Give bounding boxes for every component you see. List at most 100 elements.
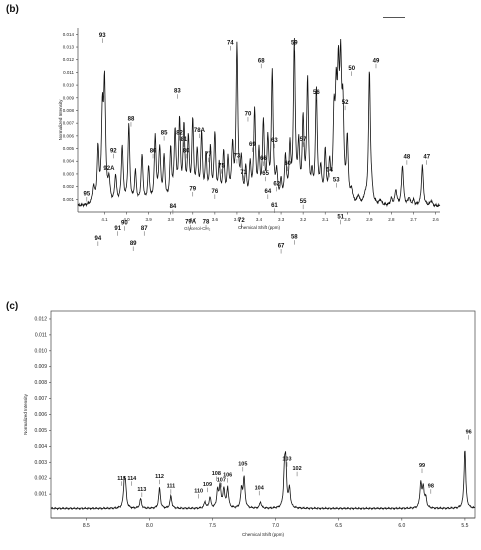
- peak-label: 73: [234, 153, 241, 159]
- x-tick-label: 6.5: [335, 523, 342, 529]
- x-tick-label: 3.8: [168, 217, 175, 222]
- x-tick-label: 3.2: [300, 217, 307, 222]
- x-tick-label: 2.6: [432, 217, 439, 222]
- x-tick-label: 3.4: [256, 217, 263, 222]
- peak-label: 93: [99, 33, 106, 39]
- spectrum-trace: [77, 37, 441, 208]
- peak-label: 78: [203, 219, 210, 225]
- peak-label: 56: [313, 90, 320, 96]
- peak-label: 49: [373, 58, 380, 64]
- peak-label: 110: [194, 489, 203, 495]
- peak-label: 55: [300, 199, 307, 205]
- peak-label: 80: [183, 148, 190, 154]
- peak-label: 84: [170, 204, 177, 210]
- peak-label: 95: [83, 192, 90, 198]
- peak-label: 67: [278, 244, 285, 250]
- y-tick-label: 0.001: [63, 197, 75, 202]
- peak-label: 113: [137, 487, 146, 493]
- peak-label: 98: [428, 484, 434, 490]
- y-tick-label: 0.006: [34, 412, 47, 418]
- x-tick-label: 3.0: [344, 217, 351, 222]
- x-tick-label: 7.5: [209, 523, 216, 529]
- y-axis-title: Normalized Intensity: [23, 393, 28, 435]
- y-tick-label: 0.001: [34, 492, 47, 498]
- peak-label: 85: [161, 131, 168, 137]
- peak-label: 54: [326, 167, 333, 173]
- x-tick-label: 4.1: [101, 217, 108, 222]
- peak-label: 91: [114, 226, 121, 232]
- y-tick-label: 0.003: [63, 171, 75, 176]
- peak-label: 65: [262, 171, 269, 177]
- y-tick-label: 0.004: [34, 444, 47, 450]
- peak-label: 72: [238, 218, 245, 224]
- scale-bar: [383, 17, 405, 18]
- y-tick-label: 0.010: [34, 348, 47, 354]
- peak-label: 109: [203, 482, 212, 488]
- peak-label: 92A: [103, 166, 115, 172]
- y-tick-label: 0.007: [34, 396, 47, 402]
- peak-label: 62: [273, 181, 280, 187]
- peak-label: 81: [181, 137, 188, 143]
- peak-label: 111: [167, 484, 176, 490]
- x-tick-label: 3.1: [322, 217, 329, 222]
- peak-label: 76: [212, 189, 219, 195]
- peak-label: 86: [150, 148, 157, 154]
- y-tick-label: 0.013: [63, 45, 75, 50]
- peak-label: 66: [260, 156, 267, 162]
- peak-label: 51: [337, 214, 344, 220]
- peak-label: 79A: [185, 219, 197, 225]
- y-tick-label: 0.004: [63, 159, 75, 164]
- y-tick-label: 0.008: [63, 108, 75, 113]
- peak-label: 69: [249, 142, 256, 148]
- chart-panel-c: (c) 0.001 0.002 0.003 0.004 0.005 0.006 0.007 0…: [0, 295, 481, 550]
- peak-label: 63: [271, 138, 278, 144]
- y-tick-label: 0.002: [63, 184, 75, 189]
- x-tick-label: 3.7: [190, 217, 197, 222]
- peak-label: 74: [227, 40, 234, 46]
- peak-label: 115: [117, 476, 126, 482]
- y-tick-label: 0.003: [34, 460, 47, 466]
- y-tick-label: 0.005: [34, 428, 47, 434]
- x-axis-title: Chemical Shift (ppm): [238, 225, 281, 230]
- y-tick-label: 0.005: [63, 146, 75, 151]
- x-tick-label: 8.5: [83, 523, 90, 529]
- y-tick-label: 0.006: [63, 133, 75, 138]
- peak-label: 90: [121, 221, 128, 227]
- peak-label: 47: [423, 155, 430, 161]
- x-tick-label: 7.0: [272, 523, 279, 529]
- peak-label: 104: [255, 485, 265, 491]
- y-tick-label: 0.011: [63, 70, 74, 75]
- x-tick-label: 6.0: [398, 523, 405, 529]
- panel-label-c: (c): [6, 301, 19, 312]
- y-tick-label: 0.008: [34, 380, 47, 386]
- peak-label: 57: [300, 137, 307, 143]
- y-tick-label: 0.012: [34, 316, 47, 322]
- peak-label: 114: [127, 476, 137, 482]
- peak-label: 102: [292, 466, 301, 472]
- y-tick-label: 0.011: [35, 332, 47, 338]
- x-tick-label: 8.0: [146, 523, 153, 529]
- peak-label: 105: [238, 461, 247, 467]
- x-tick-label: 3.6: [212, 217, 219, 222]
- peak-label: 89: [130, 241, 137, 247]
- peak-label: 48: [404, 155, 411, 161]
- y-tick-label: 0.010: [63, 83, 75, 88]
- x-tick-label: 2.7: [410, 217, 417, 222]
- x-axis-title: Chemical Shift (ppm): [242, 532, 285, 537]
- x-tick-label: 3.5: [234, 217, 241, 222]
- peak-label: 108: [212, 471, 221, 477]
- peak-label: 61: [271, 203, 278, 209]
- x-tick-label: 5.5: [461, 523, 468, 529]
- peak-label: 96: [466, 430, 472, 436]
- x-tick-label: 4.0: [123, 217, 130, 222]
- peak-label: 107: [217, 477, 226, 483]
- peak-label: 59: [291, 40, 298, 46]
- y-tick-label: 0.007: [63, 121, 75, 126]
- x-tick-label: 2.8: [388, 217, 395, 222]
- annotation-label: Glycerol-CH₂: [184, 226, 211, 231]
- peak-label: 82: [176, 131, 183, 137]
- nmr-spectrum-c: 0.001 0.002 0.003 0.004 0.005 0.006 0.007 0.008…: [23, 310, 476, 537]
- y-tick-label: 0.009: [34, 364, 47, 370]
- y-tick-label: 0.014: [63, 32, 75, 37]
- peak-label: 79: [189, 186, 196, 192]
